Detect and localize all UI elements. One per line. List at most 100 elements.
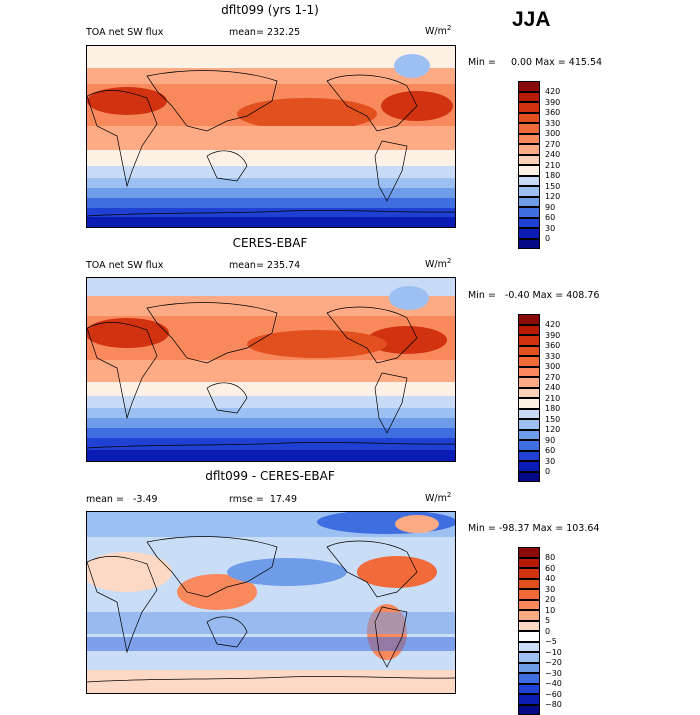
panel3-units-base: W/m (425, 493, 447, 504)
panel2-colorbar-swatch (518, 325, 540, 336)
panel3-colorbar-label: −80 (545, 700, 562, 709)
panel2-colorbar-label: 420 (545, 320, 560, 329)
panel1-colorbar-label: 240 (545, 150, 560, 159)
panel3-rmse-label: rmse = (229, 494, 264, 505)
panel2-minmax: Min = -0.40 Max = 408.76 (468, 290, 599, 301)
panel2-colorbar-label: 90 (545, 436, 555, 445)
panel3-colorbar-swatch (518, 652, 540, 663)
panel3-colorbar-label: 20 (545, 595, 555, 604)
panel2-colorbar-label: 360 (545, 341, 560, 350)
panel2-colorbar-swatch (518, 430, 540, 441)
panel2-units-base: W/m (425, 259, 447, 270)
panel3-mean-label: mean = (86, 494, 124, 505)
panel2-colorbar-label: 270 (545, 373, 560, 382)
panel2-units-exp: 2 (447, 257, 451, 265)
panel3-colorbar-swatch (518, 663, 540, 674)
panel2-colorbar-swatch (518, 472, 540, 483)
panel2-map (86, 277, 456, 462)
panel1-colorbar-swatch (518, 165, 540, 176)
panel2-colorbar-swatch (518, 461, 540, 472)
panel2-title: CERES-EBAF (70, 236, 470, 250)
panel2-field-label: TOA net SW flux (86, 260, 163, 271)
panel2-colorbar-swatch (518, 409, 540, 420)
panel2-sh-high2 (87, 438, 455, 450)
panel3-rmse-value: 17.49 (270, 494, 297, 505)
panel3-colorbar-label: 0 (545, 627, 550, 636)
panel3-min-value: -98.37 (499, 523, 530, 534)
panel1-mean-label: mean= 232.25 (229, 27, 300, 38)
panel1-colorbar-swatch (518, 218, 540, 229)
panel2-greenland (389, 286, 429, 310)
panel1-colorbar-swatch (518, 239, 540, 250)
panel3-sh-neg2 (87, 637, 455, 651)
panel3-title: dflt099 - CERES-EBAF (70, 469, 470, 483)
panel2-colorbar-label: 150 (545, 415, 560, 424)
panel2-mean-label: mean= 235.74 (229, 260, 300, 271)
panel3-mean-value: -3.49 (133, 494, 158, 505)
panel3-colorbar-swatch (518, 631, 540, 642)
panel2-colorbar-swatch (518, 335, 540, 346)
panel1-colorbar-swatch (518, 207, 540, 218)
panel1-units-base: W/m (425, 26, 447, 37)
panel2-max-value: 408.76 (566, 290, 599, 301)
panel1-antarctic (87, 217, 455, 227)
panel1-subtropic-band (237, 98, 377, 130)
panel3-colorbar-swatch (518, 558, 540, 569)
panel3-colorbar-swatch (518, 589, 540, 600)
panel3-colorbar-label: 30 (545, 585, 555, 594)
panel2-sh-sub (87, 382, 455, 396)
panel3-units: W/m2 (425, 491, 451, 504)
panel1-colorbar-swatch (518, 102, 540, 113)
panel3-minmax: Min = -98.37 Max = 103.64 (468, 523, 599, 534)
panel3-rmse: rmse = 17.49 (229, 494, 297, 505)
panel1-colorbar-label: 420 (545, 87, 560, 96)
panel2-colorbar-swatch (518, 314, 540, 325)
panel1-units-exp: 2 (447, 24, 451, 32)
panel1-colorbar-swatch (518, 186, 540, 197)
panel2-colorbar-label: 30 (545, 457, 555, 466)
panel3-colorbar-swatch (518, 673, 540, 684)
panel3-sh-neg (87, 612, 455, 634)
panel1-colorbar-swatch (518, 92, 540, 103)
panel1-min-label: Min = (468, 57, 496, 68)
panel2-colorbar-swatch (518, 398, 540, 409)
panel2-colorbar-swatch (518, 419, 540, 430)
panel1-field-label: TOA net SW flux (86, 27, 163, 38)
panel2-colorbar-swatch (518, 356, 540, 367)
panel1-colorbar-label: 60 (545, 213, 555, 222)
panel3-map (86, 511, 456, 694)
panel3-max-value: 103.64 (566, 523, 599, 534)
panel3-colorbar-swatch (518, 694, 540, 705)
panel2-subtropic-band (247, 330, 387, 358)
panel1-colorbar-swatch (518, 134, 540, 145)
panel1-colorbar-label: 30 (545, 224, 555, 233)
panel3-colorbar-swatch (518, 705, 540, 715)
panel1-min-value: 0.00 (511, 57, 532, 68)
panel1-colorbar-label: 210 (545, 161, 560, 170)
panel3-colorbar-swatch (518, 621, 540, 632)
panel2-antarctic (87, 450, 455, 461)
panel3-colorbar-label: −30 (545, 669, 562, 678)
panel2-tropics (87, 360, 455, 382)
panel2-units: W/m2 (425, 257, 451, 270)
panel2-colorbar-swatch (518, 346, 540, 357)
panel1-mean-value: 232.25 (267, 27, 300, 38)
panel2-mean-value: 235.74 (267, 260, 300, 271)
panel1-max-value: 415.54 (569, 57, 602, 68)
panel1-colorbar-swatch (518, 123, 540, 134)
panel3-colorbar-label: −40 (545, 679, 562, 688)
panel3-map-svg (87, 512, 455, 693)
panel3-colorbar-swatch (518, 642, 540, 653)
panel3-colorbar-label: 80 (545, 553, 555, 562)
panel1-colorbar-swatch (518, 81, 540, 92)
panel3-greenland-pos (395, 515, 439, 533)
panel3-colorbar-swatch (518, 600, 540, 611)
panel3-colorbar-label: 10 (545, 606, 555, 615)
panel3-units-exp: 2 (447, 491, 451, 499)
panel2-colorbar-label: 300 (545, 362, 560, 371)
panel1-map (86, 45, 456, 228)
panel3-colorbar-swatch (518, 579, 540, 590)
